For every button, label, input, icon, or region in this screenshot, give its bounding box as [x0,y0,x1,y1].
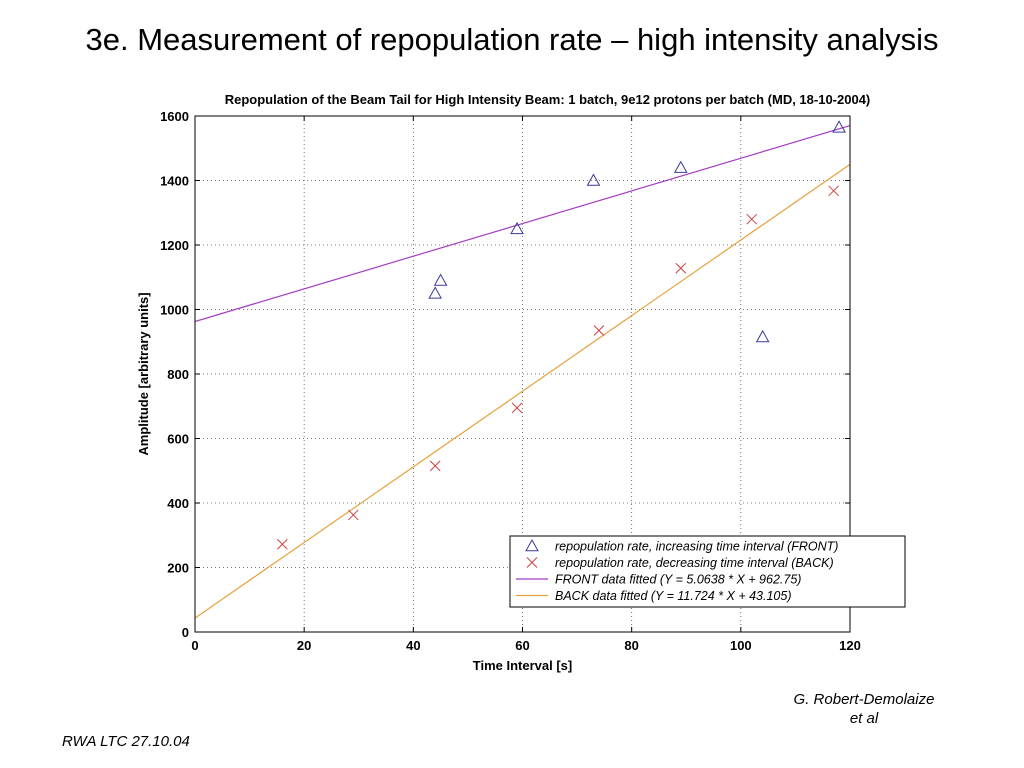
x-tick-label: 20 [297,638,311,653]
front-data-point [586,173,601,186]
y-tick-label: 200 [167,561,189,576]
legend-front-data-label: repopulation rate, increasing time inter… [555,540,838,554]
y-tick-label: 600 [167,432,189,447]
legend-box [509,535,906,608]
front-data-point [673,160,688,173]
front-data-point [433,273,448,286]
legend-back-fit-label: BACK data fitted (Y = 11.724 * X + 43.10… [555,589,792,603]
back-data-point [593,325,605,336]
footer-text: RWA LTC 27.10.04 [62,733,190,750]
y-axis-label: Amplitude [arbitrary units] [136,292,151,455]
x-tick-label: 80 [624,638,638,653]
back-data-point [511,402,523,414]
legend-back-data-symbol [526,557,538,568]
y-tick-label: 1600 [160,109,189,124]
x-axis-label: Time Interval [s] [473,658,572,673]
credit-line-2: et al [849,710,879,727]
back-data-point [429,460,441,472]
x-tick-label: 100 [730,638,752,653]
y-tick-label: 1400 [160,174,189,189]
chart-title: Repopulation of the Beam Tail for High I… [225,92,871,107]
back-data-point [828,185,839,197]
back-data-point [276,538,288,550]
back-fit-line [195,163,850,619]
legend-front-fit-label: FRONT data fitted (Y = 5.0638 * X + 962.… [555,573,801,587]
y-tick-label: 0 [182,625,189,640]
x-tick-label: 0 [191,638,198,653]
x-tick-label: 120 [839,638,861,653]
y-tick-label: 1000 [160,303,189,318]
x-tick-label: 40 [406,638,420,653]
credit-line-1: G. Robert-Demolaize [793,691,935,708]
back-data-point [746,213,758,225]
back-data-point [675,262,687,274]
front-fit-line [195,124,850,323]
back-data-point [347,509,359,521]
y-tick-label: 1200 [160,238,189,253]
front-data-point [510,221,524,235]
front-data-point [428,286,443,299]
front-data-point [755,329,770,343]
y-tick-label: 400 [167,496,189,511]
x-tick-label: 60 [515,638,529,653]
y-tick-label: 800 [167,367,189,382]
slide-title: 3e. Measurement of repopulation rate – h… [85,22,939,57]
author-credit: G. Robert-Demolaize et al [764,690,964,728]
legend-back-data-label: repopulation rate, decreasing time inter… [555,556,834,570]
legend-front-data-symbol [525,538,539,552]
front-data-point [832,120,846,133]
